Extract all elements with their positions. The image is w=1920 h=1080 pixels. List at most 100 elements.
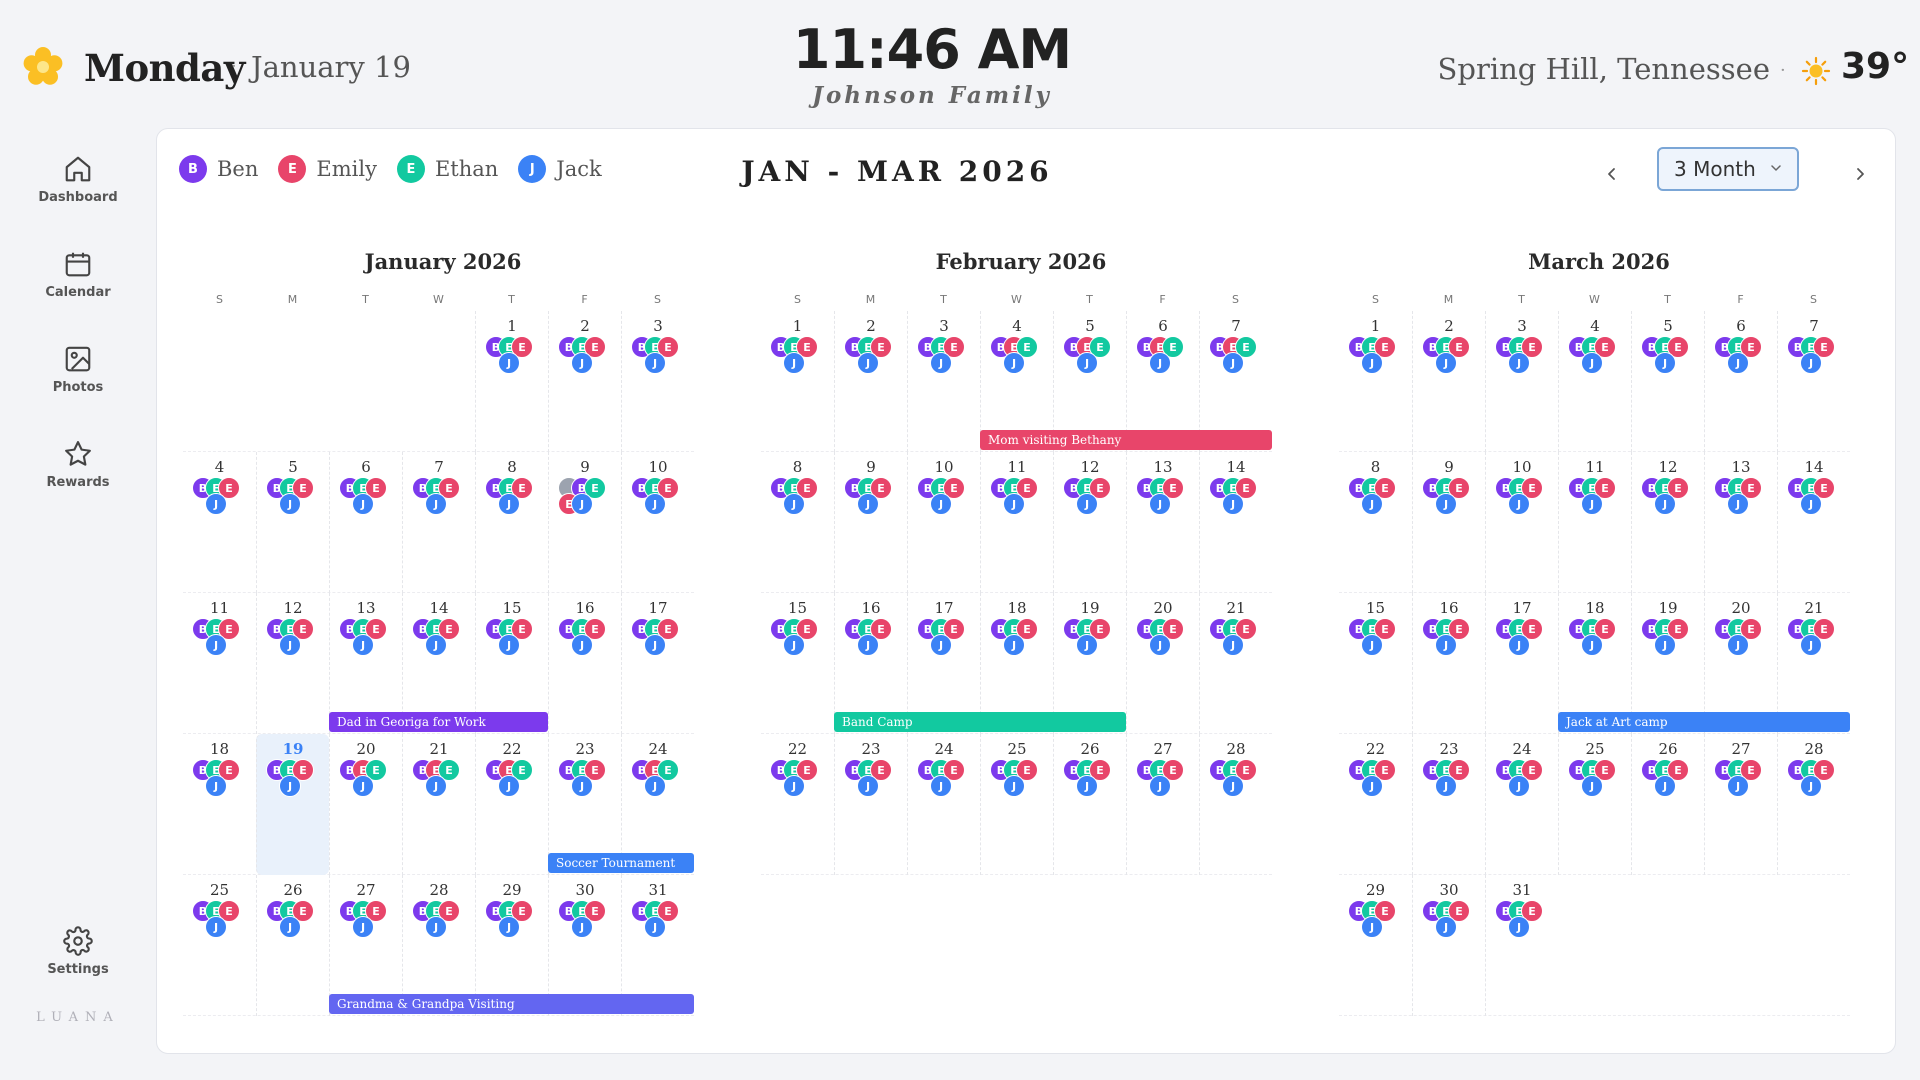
day-cell[interactable]: 13 B E E J [1704,452,1777,593]
day-cell[interactable]: 25 B E E J [183,875,256,1016]
event-bar[interactable]: Band Camp [834,712,1126,732]
day-cell[interactable]: 24 B E E J [907,734,980,875]
day-cell[interactable]: 28 B E E J [402,875,475,1016]
sidebar-item-photos[interactable]: Photos [0,344,156,424]
day-cell[interactable]: 14 B E E J [1777,452,1850,593]
day-cell[interactable]: 23 B E E J [834,734,907,875]
day-cell[interactable]: 24 B E E J [621,734,694,875]
day-cell[interactable]: 25 B E E J [980,734,1053,875]
day-cell[interactable]: 23 B E E J [1412,734,1485,875]
day-cell[interactable]: 18 B E E J [183,734,256,875]
day-cell[interactable]: 20 B E E J [1704,593,1777,734]
sidebar-item-rewards[interactable]: Rewards [0,439,156,519]
view-select[interactable]: 3 Month [1657,147,1799,191]
event-bar[interactable]: Jack at Art camp [1558,712,1850,732]
day-cell[interactable]: 15 B E E J [761,593,834,734]
event-bar[interactable]: Soccer Tournament [548,853,694,873]
day-cell[interactable]: 19 B E E J [1053,593,1126,734]
day-cell[interactable]: 11 B E E J [183,593,256,734]
day-cell[interactable]: 10 B E E J [1485,452,1558,593]
day-cell[interactable]: 20 B E E J [1126,593,1199,734]
day-cell[interactable]: 18 B E E J [980,593,1053,734]
day-cell[interactable]: 15 B E E J [475,593,548,734]
day-cell[interactable]: 31 B E E J [621,875,694,1016]
day-cell[interactable]: 13 B E E J [1126,452,1199,593]
day-cell[interactable]: 26 B E E J [1631,734,1704,875]
day-cell[interactable]: 29 B E E J [1339,875,1412,1016]
day-cell[interactable]: 17 B E E J [1485,593,1558,734]
legend-item-emily[interactable]: E Emily [278,155,377,183]
day-cell[interactable]: 21 B E E J [1777,593,1850,734]
day-cell[interactable]: 14 B E E J [402,593,475,734]
legend-item-jack[interactable]: J Jack [518,155,602,183]
day-cell[interactable]: 16 B E E J [1412,593,1485,734]
day-cell[interactable]: 23 B E E J [548,734,621,875]
next-button[interactable] [1845,159,1875,189]
day-cell[interactable]: 11 B E E J [1558,452,1631,593]
day-cell[interactable]: 21 B E E J [402,734,475,875]
sidebar-item-calendar[interactable]: Calendar [0,249,156,329]
day-cell[interactable]: 28 B E E J [1777,734,1850,875]
day-cell[interactable]: 18 B E E J [1558,593,1631,734]
day-cell[interactable]: 17 B E E J [907,593,980,734]
day-cell[interactable]: 31 B E E J [1485,875,1558,1016]
day-cell[interactable]: 22 B E E J [475,734,548,875]
event-bar[interactable]: Mom visiting Bethany [980,430,1272,450]
day-cell[interactable]: 25 B E E J [1558,734,1631,875]
day-cell[interactable]: 30 B E E J [548,875,621,1016]
day-cell[interactable]: 12 B E E J [1053,452,1126,593]
sidebar-item-dashboard[interactable]: Dashboard [0,154,156,234]
day-cell[interactable]: 17 B E E J [621,593,694,734]
day-cell[interactable]: 27 B E E J [329,875,402,1016]
event-bar[interactable]: Dad in Georiga for Work [329,712,548,732]
day-cell[interactable]: 15 B E E J [1339,593,1412,734]
day-cell[interactable]: 26 B E E J [1053,734,1126,875]
day-cell[interactable]: 11 B E E J [980,452,1053,593]
day-cell[interactable]: 20 B E E J [329,734,402,875]
event-bar[interactable]: Grandma & Grandpa Visiting [329,994,694,1014]
day-cell[interactable]: 19 B E E J [1631,593,1704,734]
day-cell[interactable]: 26 B E E J [256,875,329,1016]
day-cell[interactable]: 21 B E E J [1199,593,1272,734]
day-cell[interactable]: 28 B E E J [1199,734,1272,875]
day-cell[interactable]: 27 B E E J [1126,734,1199,875]
day-cell[interactable]: 10 B E E J [621,452,694,593]
day-cell[interactable]: 10 B E E J [907,452,980,593]
day-cell[interactable]: 12 B E E J [1631,452,1704,593]
day-cell[interactable]: 16 B E E J [548,593,621,734]
day-cell[interactable]: 29 B E E J [475,875,548,1016]
day-cell[interactable]: 30 B E E J [1412,875,1485,1016]
day-cell[interactable]: 19 B E E J [256,734,329,875]
legend-item-ethan[interactable]: E Ethan [396,155,498,183]
day-cell[interactable]: 12 B E E J [256,593,329,734]
legend-item-ben[interactable]: B Ben [179,155,258,183]
day-cell[interactable]: 27 B E E J [1704,734,1777,875]
day-cell[interactable]: 16 B E E J [834,593,907,734]
day-cell[interactable]: 24 B E E J [1485,734,1558,875]
